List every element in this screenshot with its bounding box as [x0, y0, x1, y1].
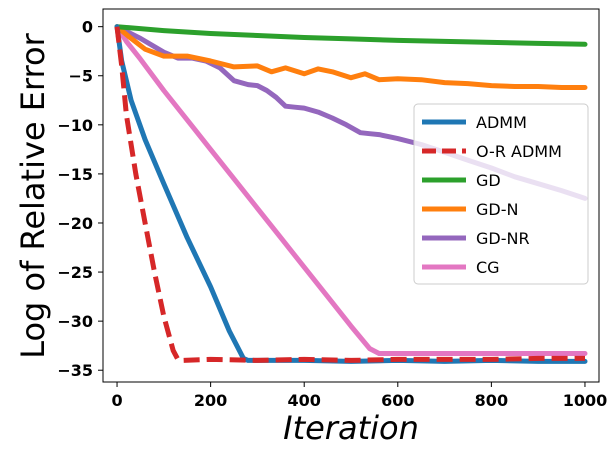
legend: ADMM O-R ADMM GD GD-N GD-NR CG — [413, 103, 589, 285]
x-tick-label: 600 — [381, 391, 414, 410]
x-axis-title: Iteration — [283, 409, 419, 447]
y-tick-label: −30 — [57, 312, 93, 331]
tick-layer: 0 200 400 600 800 1000 0 −5 −10 −15 −20 −25 −30 −35 — [57, 18, 607, 410]
y-tick-label: 0 — [82, 18, 93, 37]
series-line-gd-n — [114, 24, 588, 90]
x-tick-label: 200 — [194, 391, 227, 410]
legend-label: GD-NR — [476, 229, 530, 248]
series-line-o-r-admm — [114, 26, 585, 363]
x-tick-label: 800 — [475, 391, 508, 410]
y-tick-label: −15 — [57, 165, 93, 184]
x-tick-label: 400 — [288, 391, 321, 410]
y-tick-label: −25 — [57, 263, 93, 282]
y-tick-label: −5 — [68, 67, 93, 86]
y-tick-label: −35 — [57, 361, 93, 380]
legend-label: ADMM — [476, 113, 527, 132]
y-tick-label: −20 — [57, 214, 93, 233]
legend-label: O-R ADMM — [476, 142, 562, 161]
series-line-gd — [114, 24, 588, 47]
x-tick-label: 1000 — [563, 391, 608, 410]
legend-label: GD — [476, 171, 501, 190]
y-tick-label: −10 — [57, 116, 93, 135]
plot-frame — [102, 8, 600, 383]
legend-label: CG — [476, 258, 500, 277]
legend-label: GD-N — [476, 200, 518, 219]
y-axis-title: Log of Relative Error — [14, 32, 52, 358]
data-layer — [114, 24, 588, 364]
series-line-cg — [114, 24, 588, 356]
x-tick-label: 0 — [111, 391, 122, 410]
